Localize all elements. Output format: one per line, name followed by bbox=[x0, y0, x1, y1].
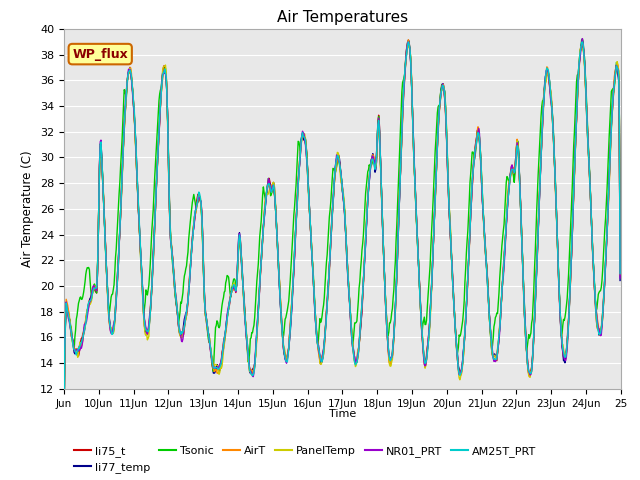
Title: Air Temperatures: Air Temperatures bbox=[277, 10, 408, 25]
Legend: li75_t, li77_temp, Tsonic, AirT, PanelTemp, NR01_PRT, AM25T_PRT: li75_t, li77_temp, Tsonic, AirT, PanelTe… bbox=[70, 441, 541, 478]
X-axis label: Time: Time bbox=[329, 408, 356, 419]
Y-axis label: Air Temperature (C): Air Temperature (C) bbox=[22, 151, 35, 267]
Text: WP_flux: WP_flux bbox=[72, 48, 128, 60]
